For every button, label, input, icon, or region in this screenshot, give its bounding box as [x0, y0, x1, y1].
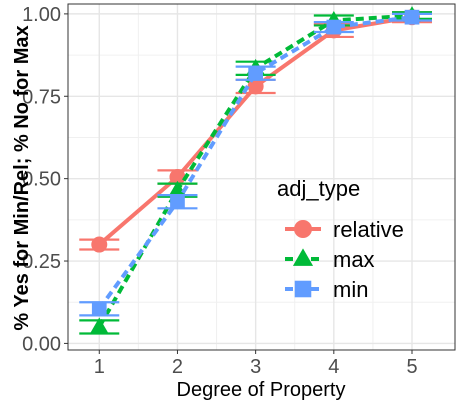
x-tick-label: 1 — [94, 356, 105, 378]
grid — [68, 4, 455, 350]
data-point-min — [91, 301, 107, 317]
legend-label: relative — [333, 217, 404, 242]
data-point-min — [248, 65, 263, 81]
y-axis-title: % Yes for Min/Rel; % No for Max — [11, 25, 33, 330]
y-tick-label: 1.00 — [22, 4, 61, 26]
data-point-relative — [169, 169, 186, 185]
legend-title: adj_type — [277, 176, 360, 201]
y-tick-label: 0.50 — [22, 169, 61, 191]
data-point-min — [404, 9, 420, 25]
legend-item-max: max — [285, 247, 375, 272]
legend-key-marker — [294, 220, 312, 238]
data-point-min — [326, 19, 342, 35]
legend-label: min — [333, 277, 368, 302]
x-tick-label: 3 — [250, 356, 261, 378]
data-point-min — [170, 194, 185, 210]
legend-item-min: min — [285, 277, 368, 302]
legend-key-marker — [292, 248, 314, 266]
plot-border — [67, 3, 456, 351]
axes: 0.00 0.25 0.50 0.75 1.00 1 2 3 4 5 — [22, 4, 418, 378]
legend-key-marker — [294, 280, 312, 298]
data-point-max — [168, 180, 187, 197]
series-min — [79, 9, 432, 317]
x-tick-label: 2 — [172, 356, 183, 378]
legend-label: max — [333, 247, 375, 272]
plot-panel — [68, 4, 455, 350]
data-point-relative — [91, 236, 108, 253]
data-point-max — [90, 317, 109, 334]
y-tick-label: 0.00 — [22, 333, 61, 355]
x-tick-label: 4 — [328, 356, 339, 378]
y-tick-label: 0.75 — [22, 86, 61, 108]
series-group — [79, 6, 432, 335]
legend-item-relative: relative — [285, 217, 404, 242]
y-tick-label: 0.25 — [22, 251, 61, 273]
x-axis-title: Degree of Property — [177, 379, 346, 401]
x-tick-label: 5 — [406, 356, 417, 378]
legend: adj_type relative max min — [277, 176, 404, 302]
